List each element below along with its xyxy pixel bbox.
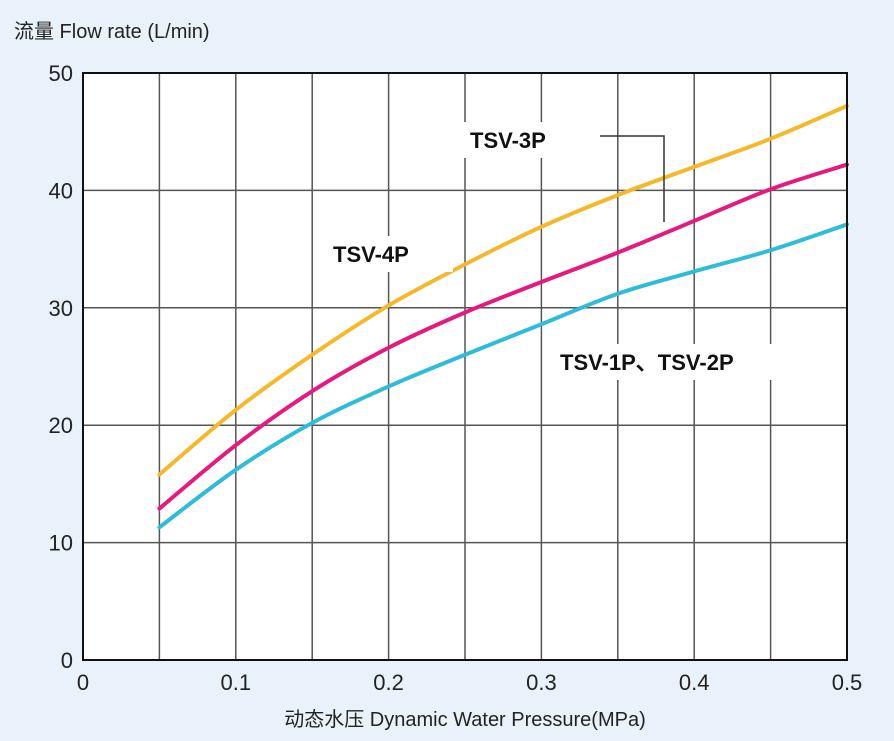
series-annotation-tsv-1p-tsv-2p: TSV-1P、TSV-2P [560, 350, 734, 375]
y-tick-label: 50 [49, 61, 73, 86]
x-tick-label: 0.2 [373, 670, 404, 695]
y-axis-title: 流量 Flow rate (L/min) [14, 20, 210, 43]
y-tick-label: 40 [49, 178, 73, 203]
x-tick-label: 0.4 [679, 670, 710, 695]
y-tick-label: 10 [49, 531, 73, 556]
x-tick-label: 0.5 [832, 670, 863, 695]
y-tick-label: 20 [49, 413, 73, 438]
x-tick-label: 0 [77, 670, 89, 695]
x-axis-title: 动态水压 Dynamic Water Pressure(MPa) [284, 708, 646, 731]
y-tick-labels: 0 10 20 30 40 50 [49, 61, 73, 673]
x-tick-label: 0.3 [526, 670, 557, 695]
y-tick-label: 0 [61, 648, 73, 673]
series-annotation-tsv-3p: TSV-3P [470, 128, 546, 153]
x-tick-label: 0.1 [221, 670, 252, 695]
y-tick-label: 30 [49, 296, 73, 321]
x-tick-labels: 0 0.1 0.2 0.3 0.4 0.5 [77, 670, 862, 695]
series-annotation-tsv-4p: TSV-4P [333, 242, 409, 267]
